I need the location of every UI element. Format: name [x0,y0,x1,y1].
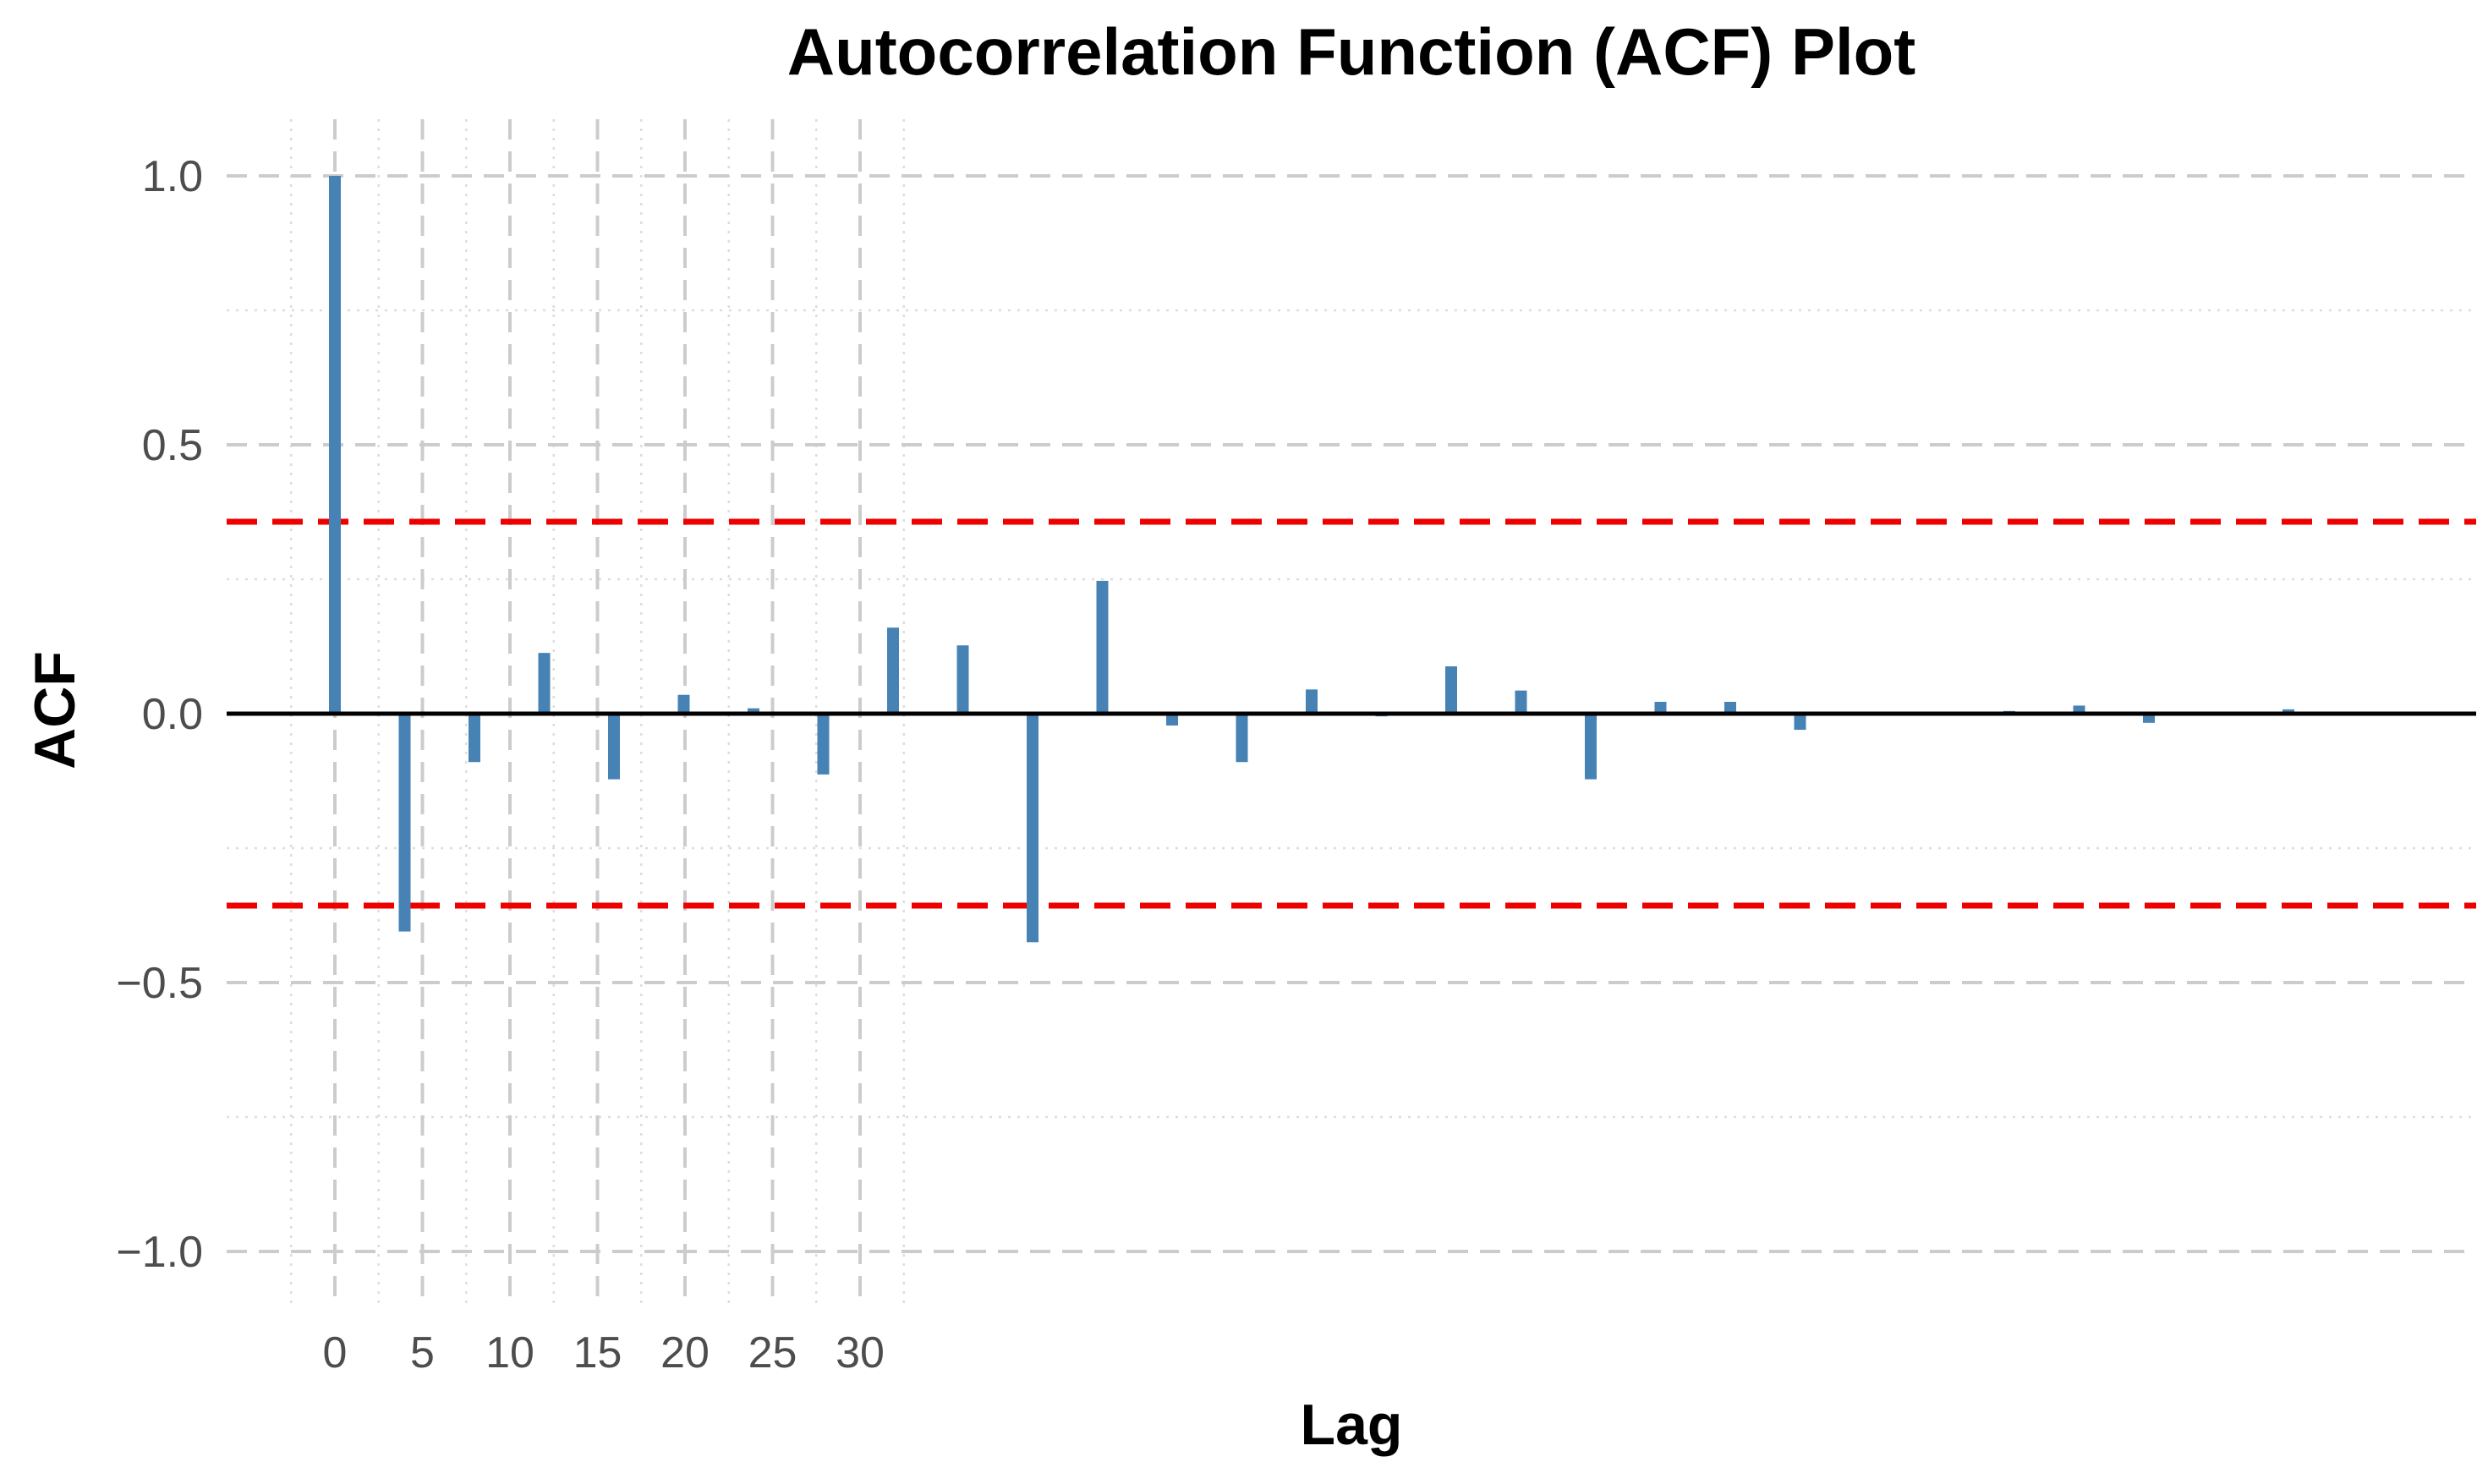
confidence-bounds [227,518,2476,909]
acf-bar [1724,702,1736,714]
y-axis-title: ACF [23,651,87,769]
acf-bar [2143,714,2155,723]
acf-bar [817,714,830,775]
y-tick-label: 0.5 [142,421,203,470]
acf-bar [1585,714,1597,780]
acf-bar [956,645,969,714]
x-tick-label: 25 [748,1328,797,1377]
acf-bar [469,714,480,763]
chart-title: Autocorrelation Function (ACF) Plot [787,14,1916,89]
acf-bar [398,714,411,932]
acf-bar [677,694,690,714]
x-tick-label: 0 [323,1328,348,1377]
y-tick-label: −0.5 [116,959,203,1008]
acf-bar [1166,714,1178,726]
y-axis-ticks: 1.0 0.5 0.0 −0.5 −1.0 [116,152,203,1277]
acf-bar [1654,702,1667,714]
acf-bar [1445,666,1457,714]
acf-bar [329,176,341,714]
acf-bar [1306,689,1318,714]
y-tick-label: −1.0 [116,1228,203,1277]
x-tick-label: 30 [836,1328,885,1377]
y-tick-label: 1.0 [142,152,203,201]
x-axis-title: Lag [1301,1393,1403,1457]
acf-bar [608,714,620,780]
acf-bar [1027,714,1038,943]
acf-bar [2073,705,2085,714]
acf-bar [1515,690,1527,714]
x-tick-label: 20 [660,1328,710,1377]
acf-bar [2282,709,2294,714]
x-tick-label: 10 [485,1328,534,1377]
x-axis-ticks: 0 5 10 15 20 25 30 [323,1328,885,1377]
acf-bar [538,653,551,714]
acf-bar [748,708,759,714]
x-tick-label: 15 [573,1328,622,1377]
acf-bar [1236,714,1248,763]
x-tick-label: 5 [410,1328,435,1377]
acf-bar [887,627,899,714]
acf-bar [1794,714,1806,731]
acf-bars [329,176,2294,943]
acf-bar [1096,580,1109,714]
y-tick-label: 0.0 [142,690,203,739]
